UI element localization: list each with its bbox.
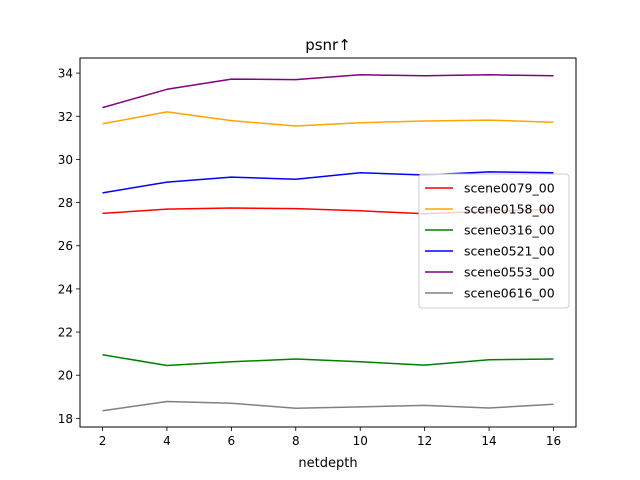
y-tick-label: 22 bbox=[58, 326, 73, 340]
series-line-scene0553_00 bbox=[102, 74, 554, 109]
y-tick-label: 28 bbox=[58, 196, 73, 210]
plot-lines bbox=[102, 74, 554, 412]
y-tick-label: 34 bbox=[58, 67, 73, 81]
x-tick-label: 16 bbox=[546, 434, 561, 448]
x-tick-label: 8 bbox=[292, 434, 300, 448]
legend-label: scene0521_00 bbox=[464, 244, 555, 259]
y-tick-label: 18 bbox=[58, 412, 73, 426]
y-tick-label: 24 bbox=[58, 282, 73, 296]
y-axis-ticks: 18 20 22 24 26 28 30 32 34 bbox=[58, 67, 80, 426]
x-tick-label: 6 bbox=[228, 434, 236, 448]
y-tick-label: 20 bbox=[58, 369, 73, 383]
series-line-scene0521_00 bbox=[102, 171, 554, 194]
legend-label: scene0553_00 bbox=[464, 265, 555, 280]
y-tick-label: 30 bbox=[58, 153, 73, 167]
legend-label: scene0079_00 bbox=[464, 181, 555, 196]
series-line-scene0316_00 bbox=[102, 353, 554, 367]
x-axis-ticks: 2 4 6 8 10 12 14 16 bbox=[99, 427, 561, 448]
x-tick-label: 14 bbox=[481, 434, 496, 448]
legend: scene0079_00 scene0158_00 scene0316_00scen… bbox=[418, 173, 570, 309]
x-tick-label: 10 bbox=[353, 434, 368, 448]
y-tick-label: 32 bbox=[58, 110, 73, 124]
x-tick-label: 12 bbox=[417, 434, 432, 448]
legend-label: scene0616_00 bbox=[464, 286, 555, 301]
legend-label: scene0316_00 bbox=[464, 223, 555, 238]
x-axis-label: netdepth bbox=[298, 456, 357, 471]
series-line-scene0158_00 bbox=[102, 111, 554, 127]
series-line-scene0616_00 bbox=[102, 400, 554, 412]
legend-label: scene0158_00 bbox=[464, 202, 555, 217]
y-tick-label: 26 bbox=[58, 239, 73, 253]
legend-box bbox=[418, 173, 570, 309]
x-tick-label: 2 bbox=[99, 434, 107, 448]
x-tick-label: 4 bbox=[163, 434, 171, 448]
chart-title: psnr↑ bbox=[305, 36, 351, 54]
plot-area-frame bbox=[79, 57, 577, 428]
